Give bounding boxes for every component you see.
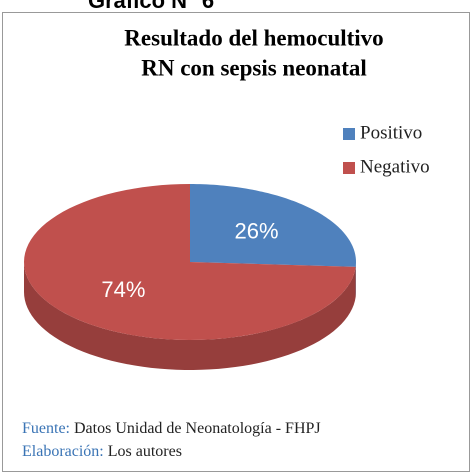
- chart-title: RN con sepsis neonatal: [141, 55, 367, 80]
- slice: [24, 184, 356, 340]
- pie: 26% 74%: [24, 184, 356, 370]
- slice: [190, 184, 356, 267]
- footer-line: Fuente: Datos Unidad de Neonatología - F…: [22, 420, 321, 437]
- chart-title: Resultado del hemocultivo: [124, 25, 383, 50]
- footer-line: Elaboración: Los autores: [22, 443, 182, 460]
- caption: Gráfico N° 6: [88, 0, 214, 13]
- footer-text: Los autores: [104, 443, 182, 460]
- slice-side: [24, 262, 356, 370]
- legend-swatch: [343, 162, 355, 174]
- footer-label: Fuente:: [22, 420, 70, 437]
- footer-text: Datos Unidad de Neonatología - FHPJ: [70, 420, 321, 437]
- data-label: 74%: [101, 277, 145, 302]
- legend-label: Positivo: [360, 122, 422, 143]
- footer-label: Elaboración:: [22, 443, 104, 460]
- legend-swatch: [343, 128, 355, 140]
- data-label: 26%: [235, 218, 279, 243]
- legend-label: Negativo: [360, 156, 430, 177]
